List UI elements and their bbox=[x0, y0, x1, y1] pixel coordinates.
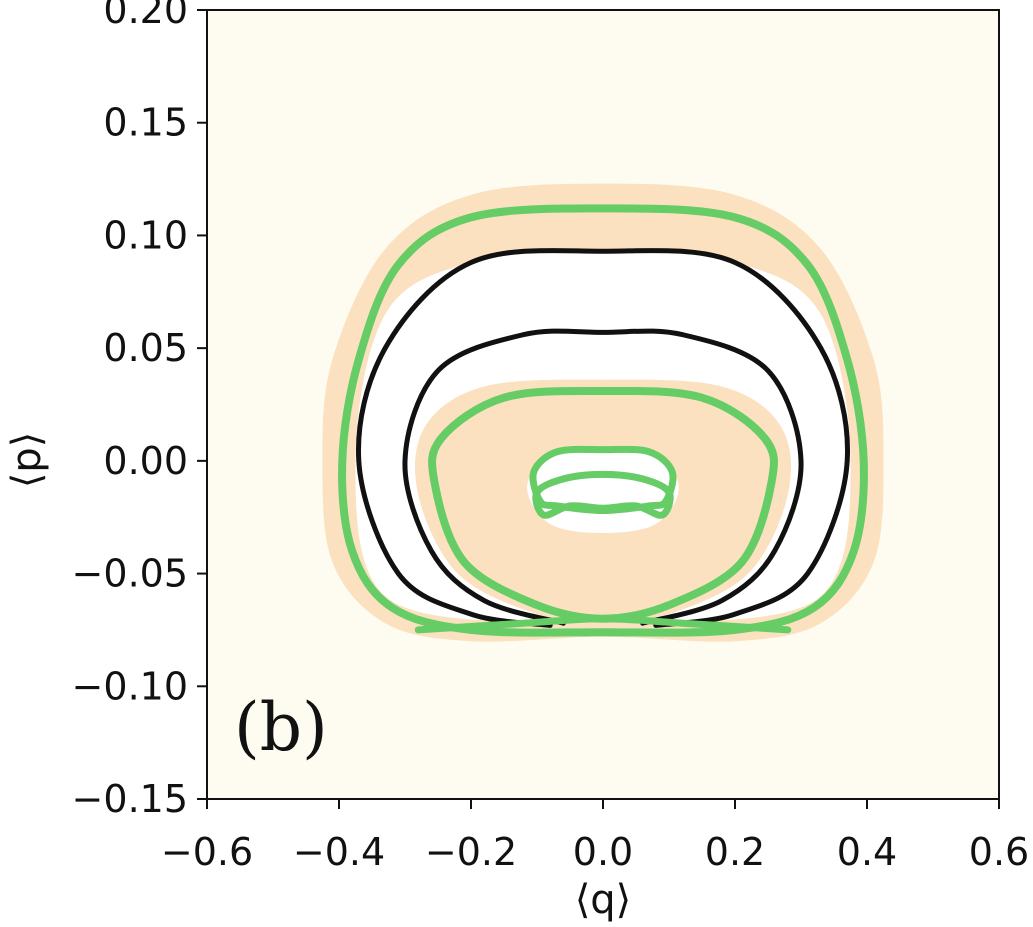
x-tick-label: 0.2 bbox=[705, 830, 765, 874]
series-line-2-black bbox=[355, 248, 851, 628]
y-axis: −0.15 −0.10 −0.05 0.00 0.05 0.10 0.15 0.20 bbox=[72, 0, 207, 821]
y-tick-label: −0.15 bbox=[72, 777, 188, 821]
trajectory-series bbox=[338, 204, 868, 637]
x-tick-label: −0.6 bbox=[161, 830, 253, 874]
y-tick-label: 0.00 bbox=[103, 439, 188, 483]
y-axis-title: ⟨p⟩ bbox=[4, 432, 50, 489]
series-line-7-green bbox=[414, 615, 792, 634]
x-axis: −0.6 −0.4 −0.2 0.0 0.2 0.4 0.6 bbox=[161, 799, 1029, 874]
y-tick-label: 0.05 bbox=[103, 326, 188, 370]
region-inner-disk-hole bbox=[527, 449, 679, 533]
y-tick-label: 0.20 bbox=[103, 0, 188, 32]
panel-label: (b) bbox=[234, 689, 328, 766]
x-tick-label: 0.0 bbox=[573, 830, 633, 874]
series-line-1-green bbox=[338, 204, 868, 637]
series-line-3-black bbox=[402, 328, 804, 626]
x-tick-label: −0.4 bbox=[293, 830, 385, 874]
y-tick-label: 0.15 bbox=[103, 101, 188, 145]
x-tick-label: 0.6 bbox=[969, 830, 1029, 874]
y-tick-label: −0.05 bbox=[72, 552, 188, 596]
x-axis-title: ⟨q⟩ bbox=[575, 877, 632, 923]
x-tick-label: −0.2 bbox=[425, 830, 517, 874]
x-tick-label: 0.4 bbox=[837, 830, 897, 874]
y-tick-label: 0.10 bbox=[103, 213, 188, 257]
y-tick-label: −0.10 bbox=[72, 664, 188, 708]
series-line-6-green bbox=[532, 470, 674, 519]
